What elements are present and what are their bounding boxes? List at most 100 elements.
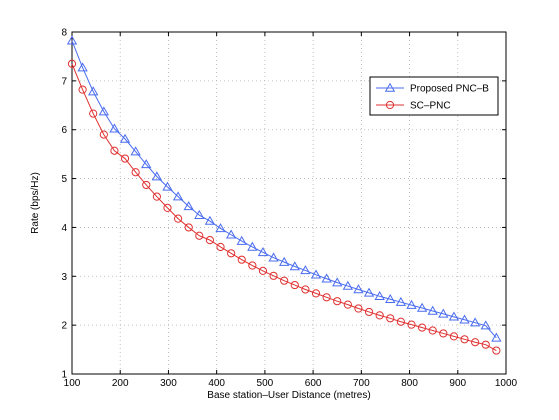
data-point-proposed-pnc-b bbox=[279, 256, 290, 266]
data-point-proposed-pnc-b bbox=[77, 62, 88, 72]
data-point-proposed-pnc-b bbox=[98, 106, 109, 116]
data-point-proposed-pnc-b bbox=[257, 247, 269, 257]
data-point-sc-pnc bbox=[290, 280, 299, 290]
x-axis-label: Base station–User Distance (metres) bbox=[207, 390, 370, 401]
x-tick-label: 400 bbox=[208, 378, 225, 389]
data-point-sc-pnc bbox=[396, 317, 405, 326]
data-point-proposed-pnc-b bbox=[459, 314, 470, 324]
x-tick-label: 900 bbox=[449, 378, 466, 389]
data-point-sc-pnc bbox=[78, 85, 87, 94]
data-point-proposed-pnc-b bbox=[438, 308, 449, 318]
data-point-proposed-pnc-b bbox=[353, 284, 364, 294]
legend-label-proposed-pnc-b: Proposed PNC–B bbox=[410, 84, 489, 95]
data-point-proposed-pnc-b bbox=[363, 287, 375, 297]
x-tick-label: 200 bbox=[112, 378, 129, 389]
y-axis-label: Rate (bps/Hz) bbox=[30, 172, 41, 234]
data-point-proposed-pnc-b bbox=[141, 159, 152, 169]
data-point-proposed-pnc-b bbox=[109, 123, 120, 133]
data-point-sc-pnc bbox=[492, 346, 501, 355]
legend-marker-triangle bbox=[384, 82, 396, 92]
data-point-sc-pnc bbox=[248, 261, 257, 270]
data-point-proposed-pnc-b bbox=[162, 181, 173, 191]
data-point-sc-pnc bbox=[439, 329, 448, 338]
y-tick-label: 6 bbox=[61, 125, 67, 136]
data-point-sc-pnc bbox=[364, 307, 374, 317]
data-point-sc-pnc bbox=[280, 276, 289, 285]
data-point-proposed-pnc-b bbox=[427, 305, 438, 315]
data-point-sc-pnc bbox=[67, 59, 77, 68]
y-tick-label: 4 bbox=[61, 223, 67, 234]
data-point-sc-pnc bbox=[142, 180, 151, 190]
grid-lines bbox=[72, 32, 506, 374]
data-point-sc-pnc bbox=[428, 326, 437, 335]
legend-label-sc-pnc: SC–PNC bbox=[410, 101, 451, 112]
legend-marker-circle bbox=[385, 100, 395, 110]
data-point-sc-pnc bbox=[152, 192, 161, 201]
data-point-proposed-pnc-b bbox=[385, 293, 396, 303]
data-point-sc-pnc bbox=[184, 223, 193, 232]
x-tick-label: 700 bbox=[353, 378, 370, 389]
y-tick-label: 5 bbox=[61, 174, 67, 185]
legend-marker-triangle bbox=[384, 82, 396, 92]
data-point-sc-pnc bbox=[407, 320, 416, 329]
data-point-proposed-pnc-b bbox=[130, 146, 141, 156]
data-point-sc-pnc bbox=[195, 231, 204, 240]
data-point-sc-pnc bbox=[120, 154, 130, 163]
data-point-proposed-pnc-b bbox=[236, 235, 247, 245]
data-point-sc-pnc bbox=[375, 311, 384, 320]
series-group bbox=[66, 35, 502, 355]
plot-frame bbox=[71, 31, 507, 375]
series-sc-pnc bbox=[67, 59, 501, 355]
legend: Proposed PNC–B SC–PNC bbox=[369, 76, 499, 116]
data-point-sc-pnc bbox=[110, 146, 119, 155]
data-point-proposed-pnc-b bbox=[406, 299, 417, 309]
x-tick-label: 600 bbox=[305, 378, 322, 389]
data-point-proposed-pnc-b bbox=[310, 269, 322, 279]
data-point-proposed-pnc-b bbox=[247, 241, 258, 251]
data-point-proposed-pnc-b bbox=[289, 261, 300, 271]
y-tick-label: 7 bbox=[61, 76, 67, 87]
data-point-sc-pnc bbox=[173, 214, 183, 223]
data-point-proposed-pnc-b bbox=[151, 171, 163, 181]
data-point-proposed-pnc-b bbox=[66, 35, 78, 45]
data-point-sc-pnc bbox=[333, 297, 342, 306]
data-point-sc-pnc bbox=[269, 271, 278, 280]
data-point-proposed-pnc-b bbox=[342, 280, 353, 290]
y-tick-label: 1 bbox=[61, 370, 67, 381]
data-point-sc-pnc bbox=[481, 340, 490, 349]
data-point-proposed-pnc-b bbox=[225, 229, 237, 239]
y-tick-label: 8 bbox=[61, 28, 67, 39]
data-point-sc-pnc bbox=[258, 266, 268, 276]
data-point-proposed-pnc-b bbox=[88, 86, 99, 96]
y-tick-label: 2 bbox=[61, 321, 67, 332]
data-point-sc-pnc bbox=[417, 323, 427, 332]
data-point-sc-pnc bbox=[131, 168, 140, 177]
x-tick-label: 100 bbox=[64, 378, 81, 389]
x-tick-label: 800 bbox=[401, 378, 418, 389]
data-point-proposed-pnc-b bbox=[491, 332, 502, 342]
data-point-proposed-pnc-b bbox=[448, 311, 460, 321]
data-point-sc-pnc bbox=[354, 304, 363, 313]
data-point-sc-pnc bbox=[460, 335, 469, 344]
data-point-proposed-pnc-b bbox=[183, 201, 194, 211]
data-point-proposed-pnc-b bbox=[268, 252, 279, 262]
legend-marker-circle bbox=[385, 100, 395, 110]
series-proposed-pnc-b bbox=[66, 35, 502, 342]
data-point-proposed-pnc-b bbox=[416, 302, 428, 312]
data-point-proposed-pnc-b bbox=[119, 133, 131, 143]
axis-ticks: 100 200 300 400 500 600 700 800 900 1000 1 2 3 4 5 6 7 8 bbox=[61, 28, 517, 390]
data-point-proposed-pnc-b bbox=[300, 265, 311, 275]
data-point-sc-pnc bbox=[311, 289, 321, 298]
data-point-sc-pnc bbox=[343, 300, 352, 309]
data-point-sc-pnc bbox=[99, 130, 108, 139]
data-point-proposed-pnc-b bbox=[321, 273, 332, 283]
data-point-sc-pnc bbox=[89, 109, 98, 118]
data-point-proposed-pnc-b bbox=[395, 296, 407, 306]
data-point-proposed-pnc-b bbox=[172, 191, 184, 201]
data-point-sc-pnc bbox=[471, 338, 480, 347]
data-point-sc-pnc bbox=[301, 285, 310, 294]
data-point-sc-pnc bbox=[386, 314, 395, 323]
y-tick-label: 3 bbox=[61, 272, 67, 283]
data-point-sc-pnc bbox=[205, 236, 215, 245]
